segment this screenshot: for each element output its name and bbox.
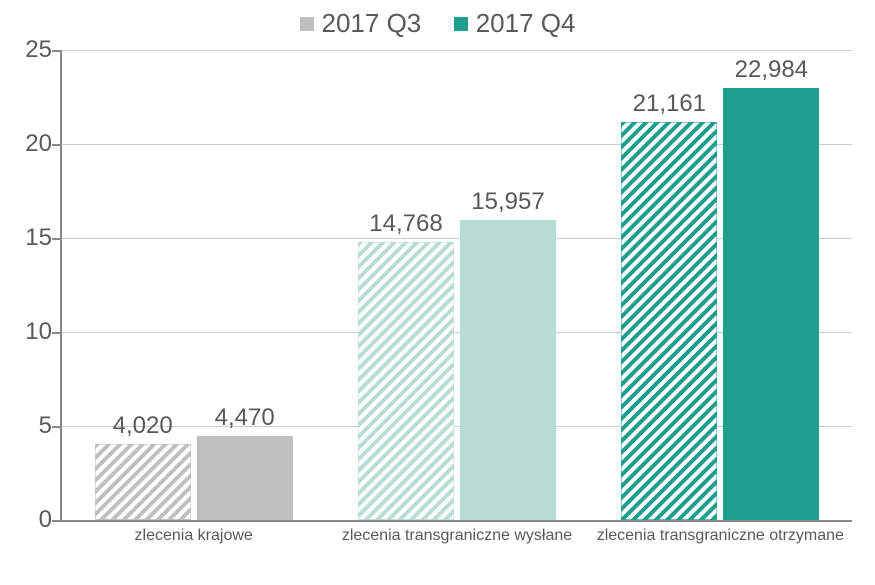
bar-value-label: 4,020	[93, 412, 193, 440]
bar-value-label: 21,161	[619, 90, 719, 118]
legend-swatch-q4	[454, 17, 468, 31]
legend-item-q4: 2017 Q4	[454, 8, 576, 39]
x-category-label: zlecenia transgraniczne otrzymane	[589, 520, 852, 545]
chart-container: 2017 Q3 2017 Q4 05101520254,0204,470zlec…	[0, 0, 875, 585]
y-axis-label: 10	[12, 318, 52, 346]
legend-label-q4: 2017 Q4	[476, 8, 576, 39]
grid-line	[62, 50, 852, 51]
y-tick	[52, 50, 62, 52]
legend: 2017 Q3 2017 Q4	[0, 8, 875, 39]
y-tick	[52, 238, 62, 240]
bar	[197, 436, 293, 520]
legend-item-q3: 2017 Q3	[300, 8, 422, 39]
legend-label-q3: 2017 Q3	[322, 8, 422, 39]
y-axis-label: 5	[12, 412, 52, 440]
y-tick	[52, 144, 62, 146]
y-axis-label: 0	[12, 506, 52, 534]
bar	[621, 122, 717, 520]
y-tick	[52, 426, 62, 428]
y-axis-label: 25	[12, 36, 52, 64]
y-axis-label: 15	[12, 224, 52, 252]
bar	[358, 242, 454, 520]
bar-value-label: 14,768	[356, 210, 456, 238]
y-axis-label: 20	[12, 130, 52, 158]
bar-value-label: 22,984	[721, 56, 821, 84]
bar-value-label: 15,957	[458, 188, 558, 216]
bar-value-label: 4,470	[195, 404, 295, 432]
bar	[723, 88, 819, 520]
bar	[460, 220, 556, 520]
y-tick	[52, 332, 62, 334]
x-category-label: zlecenia transgraniczne wysłane	[325, 520, 588, 545]
x-category-label: zlecenia krajowe	[62, 520, 325, 545]
y-tick	[52, 520, 62, 522]
legend-swatch-q3	[300, 17, 314, 31]
bar	[95, 444, 191, 520]
plot-area: 05101520254,0204,470zlecenia krajowe14,7…	[60, 50, 852, 522]
